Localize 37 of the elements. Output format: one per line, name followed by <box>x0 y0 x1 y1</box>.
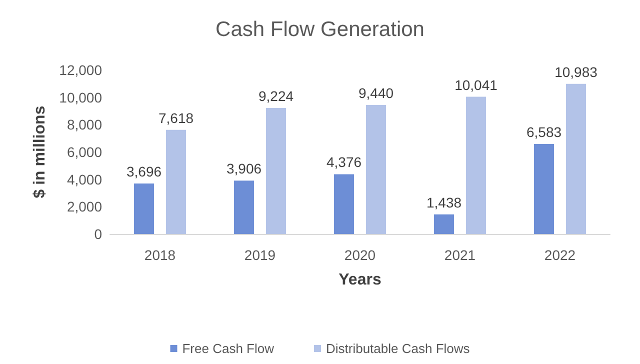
bar <box>334 174 354 234</box>
data-label: 6,583 <box>526 124 562 140</box>
chart-title: Cash Flow Generation <box>216 18 424 41</box>
x-tick-label: 2020 <box>344 247 376 263</box>
legend-label: Free Cash Flow <box>182 341 275 356</box>
data-label: 10,983 <box>554 64 598 80</box>
x-axis-title: Years <box>338 272 382 288</box>
data-label: 9,440 <box>358 84 394 101</box>
bar <box>166 130 186 234</box>
bar <box>534 144 554 234</box>
bar <box>566 84 586 234</box>
legend-label: Distributable Cash Flows <box>326 341 470 356</box>
data-label: 9,224 <box>258 88 294 104</box>
y-axis-title: $ in millions <box>32 106 48 198</box>
y-tick-label: 10,000 <box>59 89 102 106</box>
data-label: 4,376 <box>326 154 362 170</box>
bar <box>234 180 254 234</box>
y-tick-label: 2,000 <box>66 198 102 215</box>
bar <box>134 183 154 234</box>
data-label: 3,906 <box>226 160 262 177</box>
y-tick-label: 0 <box>94 226 102 242</box>
x-tick-label: 2019 <box>244 247 276 263</box>
x-tick-label: 2021 <box>444 247 476 263</box>
y-tick-label: 12,000 <box>59 62 102 78</box>
data-label: 7,618 <box>158 110 194 126</box>
data-label: 3,696 <box>126 163 162 180</box>
y-tick-label: 6,000 <box>66 144 102 160</box>
x-tick-label: 2018 <box>144 247 176 263</box>
y-tick-label: 4,000 <box>66 171 102 188</box>
bar <box>366 104 386 234</box>
bar <box>466 96 486 234</box>
data-label: 1,438 <box>426 194 462 210</box>
bar <box>266 108 286 234</box>
bar <box>434 214 454 234</box>
data-label: 10,041 <box>454 76 498 93</box>
y-tick-label: 8,000 <box>66 116 102 133</box>
x-tick-label: 2022 <box>544 247 576 263</box>
